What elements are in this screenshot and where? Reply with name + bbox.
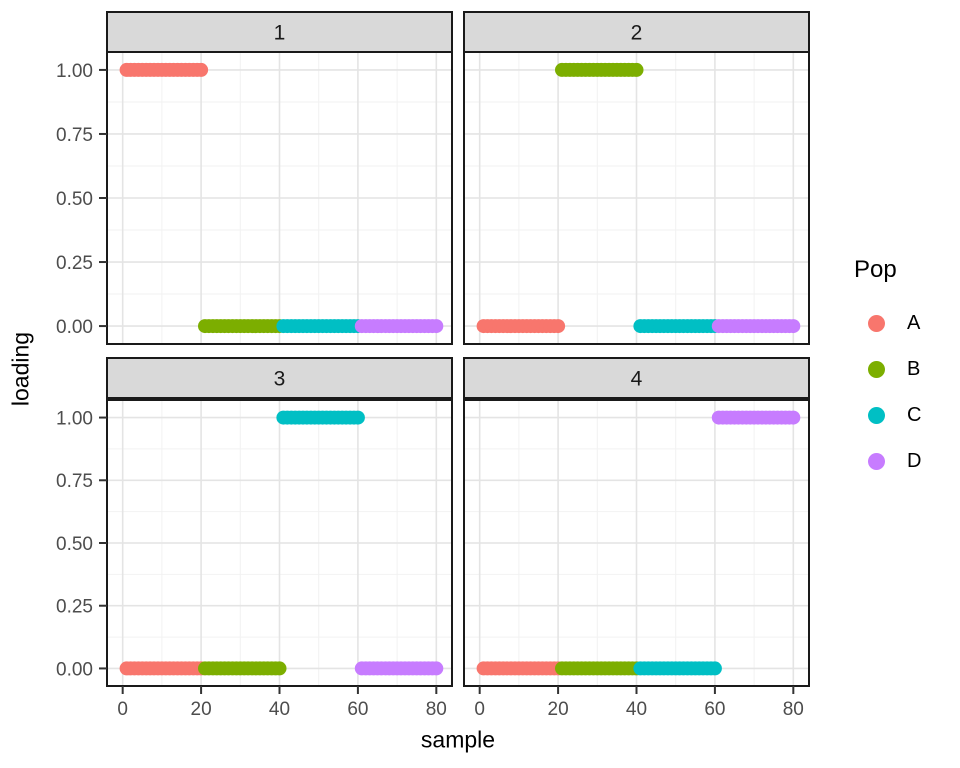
facet-panel-1: 1 1.00 0.75 0.50 0.25 0.00	[56, 11, 453, 345]
series-pop-A	[119, 62, 209, 77]
facet-strip-label: 4	[631, 368, 643, 391]
series-pop-A	[119, 661, 209, 676]
y-tick-label: 0.75	[56, 471, 93, 492]
x-tick-label: 80	[783, 699, 804, 720]
legend-item-D: D	[838, 438, 921, 484]
legend-key-dot	[868, 314, 885, 332]
data-point	[350, 410, 365, 425]
x-tick-label: 0	[474, 699, 485, 720]
x-axis-title: sample	[420, 726, 496, 753]
data-point	[551, 319, 566, 334]
series-pop-D	[711, 410, 801, 425]
series-pop-D	[354, 661, 444, 676]
x-tick-label: 40	[626, 699, 647, 720]
legend-item-label: B	[907, 357, 921, 380]
legend-item-B: B	[838, 346, 921, 392]
legend-title: Pop	[854, 256, 897, 283]
y-tick-label: 1.00	[56, 408, 93, 429]
data-point	[629, 62, 644, 77]
series-pop-C	[276, 319, 365, 334]
series-pop-A	[476, 661, 566, 676]
series-pop-B	[555, 62, 644, 77]
legend-item-label: D	[907, 449, 922, 472]
data-point	[194, 62, 209, 77]
facet-strip-label: 1	[274, 22, 286, 45]
series-pop-A	[476, 319, 566, 334]
data-point	[429, 319, 444, 334]
y-tick-label: 0.50	[56, 534, 93, 555]
y-tick-label: 0.00	[56, 659, 93, 680]
series-pop-B	[198, 319, 287, 334]
legend-item-A: A	[838, 300, 921, 346]
legend-key-dot	[868, 452, 885, 470]
y-tick-label: 0.25	[56, 597, 93, 618]
x-tick-label: 80	[426, 699, 447, 720]
series-pop-C	[276, 410, 365, 425]
data-point	[429, 661, 444, 676]
legend-item-label: C	[907, 403, 922, 426]
facet-strip-label: 3	[274, 368, 286, 391]
y-axis-title: loading	[7, 331, 34, 407]
data-point	[786, 410, 801, 425]
legend-key-dot	[868, 406, 885, 424]
x-tick-label: 0	[117, 699, 128, 720]
facet-strip	[463, 11, 810, 53]
series-pop-D	[711, 319, 801, 334]
y-tick-label: 0.25	[56, 253, 93, 274]
legend-item-C: C	[838, 392, 921, 438]
facet-panel-2: 2	[463, 11, 810, 345]
x-tick-label: 60	[347, 699, 368, 720]
x-tick-label: 40	[269, 699, 290, 720]
series-pop-D	[354, 319, 444, 334]
data-point	[707, 661, 722, 676]
data-point	[786, 319, 801, 334]
series-pop-C	[633, 661, 722, 676]
facet-strip-label: 2	[631, 22, 643, 45]
x-tick-label: 20	[191, 699, 212, 720]
data-point	[272, 661, 287, 676]
x-tick-label: 60	[704, 699, 725, 720]
series-pop-B	[198, 661, 287, 676]
y-tick-label: 1.00	[56, 61, 93, 82]
series-pop-B	[555, 661, 644, 676]
x-tick-label: 20	[548, 699, 569, 720]
facet-strip	[106, 357, 453, 399]
y-tick-label: 0.50	[56, 189, 93, 210]
y-tick-label: 0.00	[56, 317, 93, 338]
facet-panel-3: 3 1.00 0.75 0.50 0.25 0.00 0 20 40 60 80	[56, 357, 453, 720]
legend-key-dot	[868, 360, 885, 378]
legend-item-label: A	[907, 311, 921, 334]
facet-strip	[463, 357, 810, 399]
facet-panel-4: 40 20 40 60 80	[463, 357, 810, 720]
y-tick-label: 0.75	[56, 125, 93, 146]
facet-strip	[106, 11, 453, 53]
series-pop-C	[633, 319, 722, 334]
